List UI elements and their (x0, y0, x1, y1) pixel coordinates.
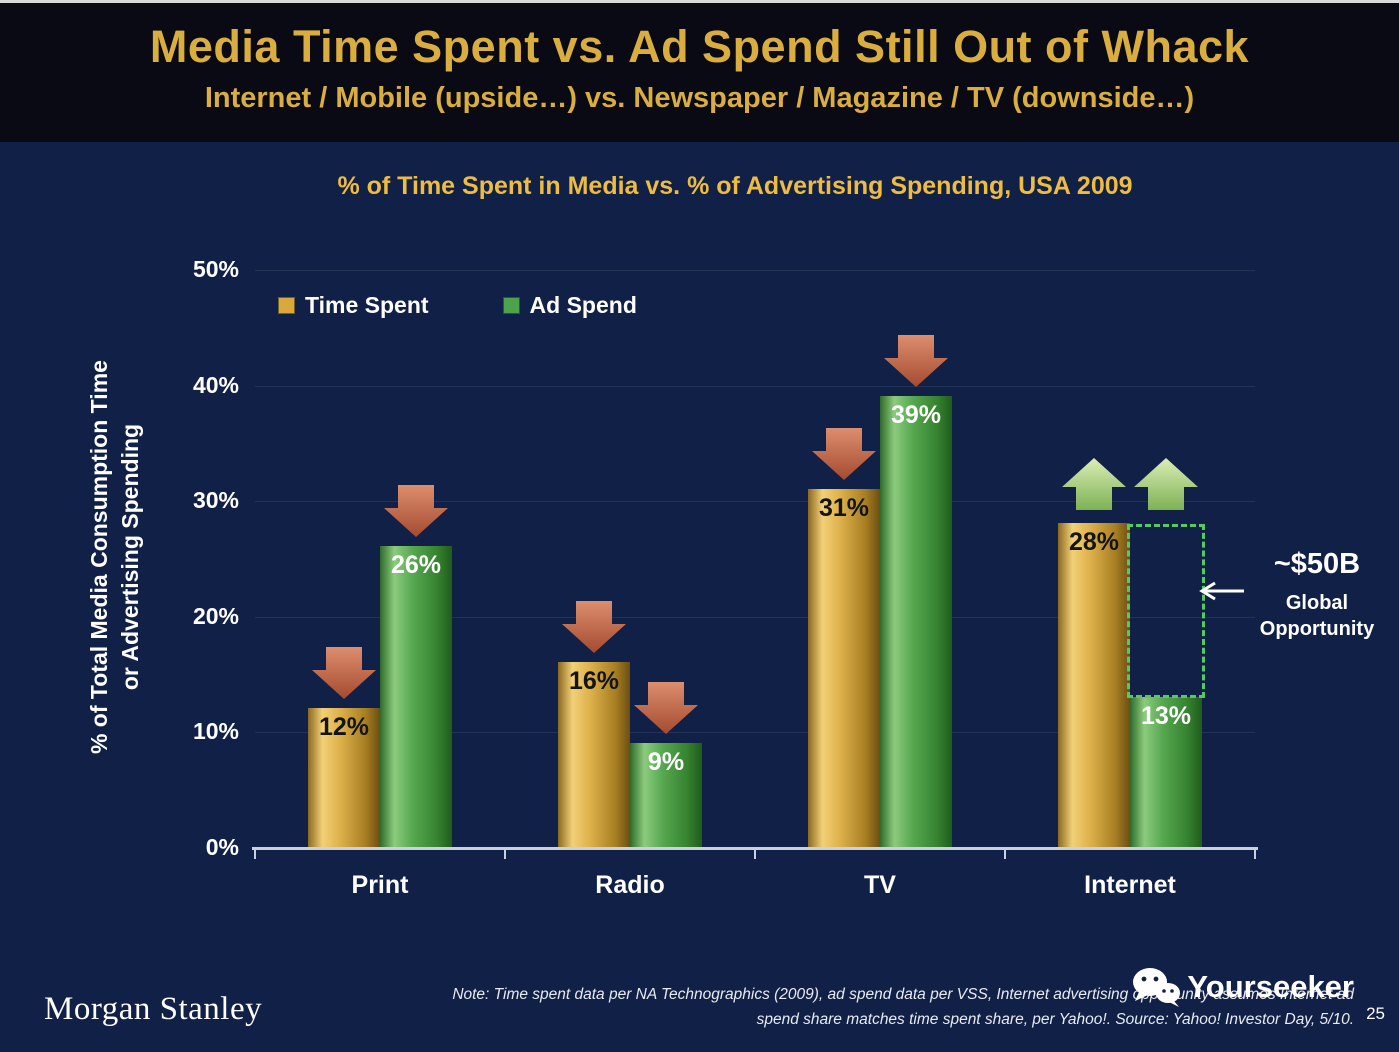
left-arrow-icon (1199, 581, 1244, 601)
value-label-print-ad-spend: 26% (390, 551, 442, 580)
x-axis-tick (1004, 850, 1006, 859)
x-axis-line (252, 847, 1258, 850)
opportunity-caption: Global Opportunity (1259, 592, 1375, 640)
down-arrow-icon (812, 427, 876, 480)
x-axis-tick (754, 850, 756, 859)
source-note-line1: Note: Time spent data per NA Technograph… (452, 985, 1354, 1003)
opportunity-annotation: ~$50B Global Opportunity (1232, 548, 1399, 642)
legend-item-ad-spend: Ad Spend (502, 292, 637, 319)
legend-swatch-ad-spend (502, 297, 520, 314)
value-label-internet-ad-spend: 13% (1140, 701, 1192, 730)
bar-radio-ad-spend: 9% (630, 742, 702, 847)
gridline (255, 732, 1255, 734)
value-label-print-time-spent: 12% (318, 713, 370, 742)
bar-print-time-spent: 12% (308, 708, 380, 847)
bar-internet-time-spent: 28% (1058, 523, 1130, 847)
x-axis-tick (254, 850, 256, 859)
y-tick-label: 50% (192, 256, 239, 282)
slide-header: Media Time Spent vs. Ad Spend Still Out … (0, 0, 1399, 142)
plot-area: 0% 10% 20% 30% 40% 50% Print Radio TV Internet 12%… (193, 256, 1258, 899)
gridline (255, 616, 1255, 618)
watermark: Yourseeker (1131, 966, 1354, 1008)
page-number: 25 (1366, 1004, 1385, 1023)
brand-logo: Morgan Stanley (44, 991, 263, 1027)
x-axis-tick (504, 850, 506, 859)
down-arrow-icon (634, 681, 698, 734)
gridline (255, 501, 1255, 503)
value-label-tv-time-spent: 31% (818, 493, 870, 522)
y-tick-label: 40% (192, 371, 239, 398)
value-label-internet-time-spent: 28% (1068, 528, 1120, 557)
chart-title: % of Time Spent in Media vs. % of Advert… (337, 172, 1133, 200)
y-axis-title: % of Total Media Consumption Time or Adv… (84, 237, 146, 877)
watermark-text: Yourseeker (1187, 969, 1354, 1004)
chart-legend: Time Spent Ad Spend (278, 292, 637, 319)
y-tick-label: 30% (192, 487, 239, 514)
value-label-tv-ad-spend: 39% (890, 401, 942, 430)
down-arrow-icon (312, 647, 376, 700)
opportunity-value: ~$50B (1273, 548, 1361, 580)
category-label-tv: TV (864, 871, 896, 899)
down-arrow-icon (384, 485, 448, 538)
down-arrow-icon (884, 335, 948, 388)
up-arrow-icon (1062, 458, 1126, 511)
y-tick-label: 10% (192, 718, 239, 745)
legend-label-ad-spend: Ad Spend (529, 292, 637, 318)
value-label-radio-time-spent: 16% (568, 667, 620, 696)
category-label-radio: Radio (595, 871, 665, 899)
y-tick-label: 0% (205, 834, 239, 860)
y-tick-label: 20% (192, 602, 239, 629)
bar-internet-ad-spend: 13% (1130, 696, 1202, 847)
top-edge-divider (0, 0, 1399, 3)
slide-subtitle: Internet / Mobile (upside…) vs. Newspape… (204, 82, 1195, 114)
legend-swatch-time-spent (278, 297, 295, 314)
category-label-print: Print (351, 871, 409, 899)
category-label-internet: Internet (1084, 871, 1176, 899)
opportunity-gap-box (1127, 524, 1205, 698)
legend-label-time-spent: Time Spent (305, 292, 429, 318)
bar-tv-time-spent: 31% (808, 488, 880, 847)
source-note: Note: Time spent data per NA Technograph… (300, 982, 1354, 1032)
source-note-line2: spend share matches time spent share, pe… (756, 1010, 1354, 1028)
down-arrow-icon (562, 601, 626, 654)
bar-radio-time-spent: 16% (558, 662, 630, 847)
gridline (255, 385, 1255, 387)
slide-title: Media Time Spent vs. Ad Spend Still Out … (149, 21, 1250, 72)
chat-bubbles-icon (1133, 968, 1181, 1007)
legend-item-time-spent: Time Spent (278, 292, 429, 319)
y-axis-title-line1: % of Total Media Consumption Time (85, 360, 112, 755)
up-arrow-icon (1134, 458, 1198, 511)
value-label-radio-ad-spend: 9% (647, 747, 685, 776)
bar-tv-ad-spend: 39% (880, 396, 952, 847)
y-axis-title-line2: or Advertising Spending (117, 423, 143, 691)
gridline (255, 270, 1255, 271)
x-axis-tick (1254, 850, 1256, 859)
bar-print-ad-spend: 26% (380, 546, 452, 847)
